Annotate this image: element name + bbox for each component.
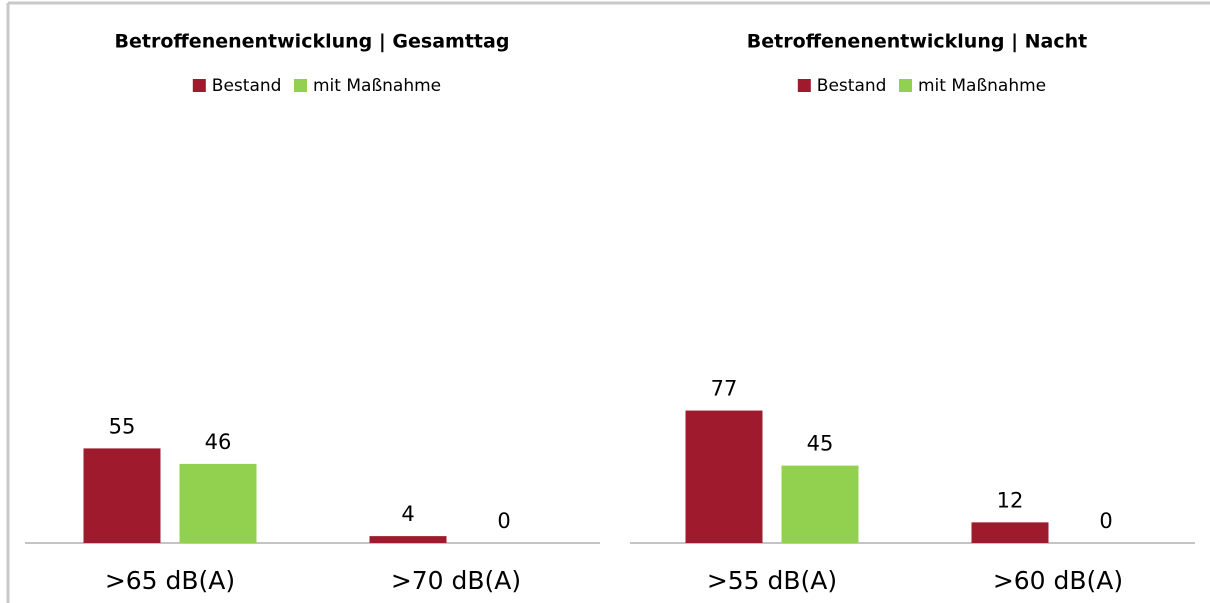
- bar: [83, 448, 161, 543]
- x-tick-label: >55 dB(A): [707, 566, 837, 595]
- legend-label: mit Maßnahme: [918, 76, 1046, 96]
- legend-label: Bestand: [817, 76, 887, 96]
- x-tick-label: >70 dB(A): [391, 566, 521, 595]
- bar: [685, 410, 763, 543]
- legend-label: Bestand: [212, 76, 282, 96]
- chart-title: Betroffenenentwicklung | Nacht: [747, 31, 1087, 53]
- x-tick-label: >60 dB(A): [993, 566, 1123, 595]
- legend-swatch: [797, 79, 811, 92]
- legend-label: mit Maßnahme: [313, 76, 441, 96]
- legend-swatch: [192, 79, 206, 92]
- bar: [781, 465, 859, 543]
- value-label: 4: [401, 502, 414, 526]
- legend-swatch: [294, 79, 307, 92]
- value-label: 46: [205, 430, 232, 454]
- bar: [971, 522, 1049, 543]
- legend-swatch: [899, 79, 912, 92]
- value-label: 77: [711, 377, 738, 401]
- bar: [369, 536, 447, 543]
- bar: [179, 463, 257, 543]
- value-label: 12: [997, 488, 1024, 512]
- value-label: 0: [497, 509, 510, 533]
- chart-title: Betroffenenentwicklung | Gesamttag: [115, 31, 510, 53]
- value-label: 55: [109, 414, 136, 438]
- value-label: 0: [1099, 509, 1112, 533]
- value-label: 45: [807, 432, 834, 456]
- x-tick-label: >65 dB(A): [105, 566, 235, 595]
